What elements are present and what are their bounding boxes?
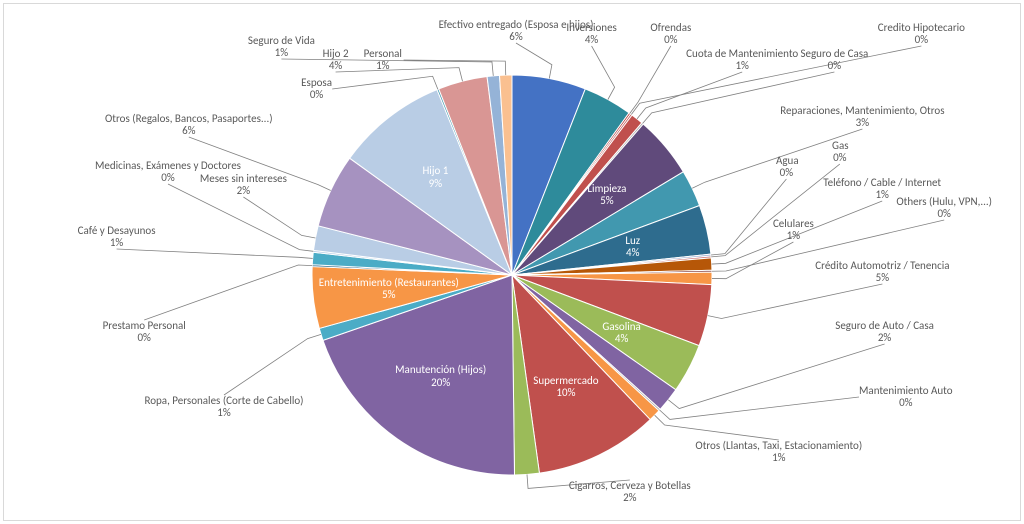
leader-line (592, 46, 615, 99)
leader-line (117, 249, 313, 258)
leader-line (144, 265, 312, 320)
leader-line (336, 68, 463, 82)
leader-line (692, 129, 862, 188)
leader-line (527, 474, 630, 488)
leader-line (711, 164, 840, 257)
leader-line (332, 76, 438, 89)
leader-line (712, 242, 793, 279)
leader-line (168, 184, 313, 251)
leader-line (243, 197, 315, 238)
leader-line (516, 43, 552, 79)
leader-line (708, 284, 883, 319)
pie-svg (0, 0, 1024, 524)
leader-line (660, 397, 859, 419)
leader-line (189, 137, 331, 191)
pie-chart: Efectivo entregado (Esposa e hijos) 6%In… (0, 0, 1024, 524)
leader-line (631, 46, 921, 114)
leader-line (281, 59, 493, 76)
leader-line (630, 46, 671, 113)
leader-line (668, 344, 884, 409)
leader-line (224, 334, 321, 395)
leader-line (643, 72, 835, 123)
leader-line (637, 72, 742, 119)
